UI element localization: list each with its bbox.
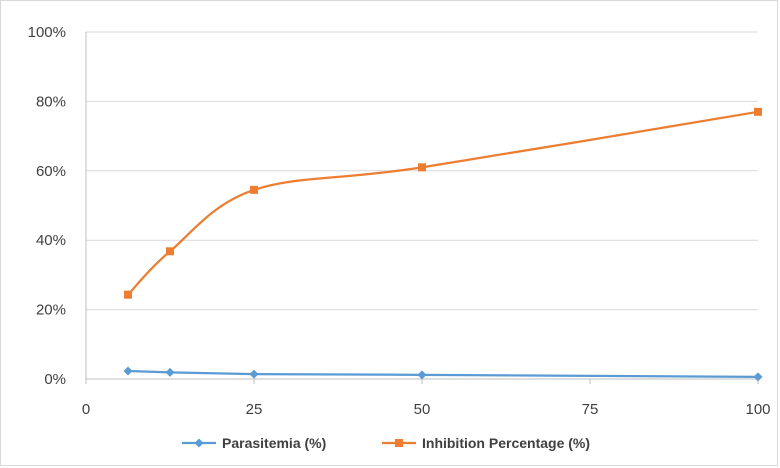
- y-axis-ticks: 0% 20% 40% 60% 80% 100%: [28, 24, 66, 388]
- series-line-parasitemia: [127, 369, 759, 379]
- data-point-inhibition: [166, 247, 174, 256]
- data-point-parasitemia: [417, 370, 427, 380]
- legend: Parasitemia (%) Inhibition Percentage (%): [182, 435, 590, 451]
- legend-label-parasitemia: Parasitemia (%): [222, 435, 326, 451]
- legend-label-inhibition: Inhibition Percentage (%): [422, 435, 590, 451]
- data-point-inhibition: [250, 185, 258, 194]
- x-tick-label: 50: [414, 401, 431, 418]
- legend-marker-inhibition: [395, 439, 403, 447]
- data-point-parasitemia: [753, 372, 763, 382]
- x-tick-label: 25: [246, 401, 263, 418]
- y-tick-label: 100%: [28, 24, 66, 41]
- x-tick-label: 100: [745, 401, 770, 418]
- y-tick-label: 40%: [36, 232, 66, 249]
- series-layer: [123, 107, 763, 382]
- series-line-inhibition: [127, 110, 759, 296]
- axes: [85, 32, 759, 384]
- data-point-inhibition: [124, 290, 132, 299]
- data-point-parasitemia: [165, 367, 175, 377]
- y-tick-label: 20%: [36, 302, 66, 319]
- data-point-parasitemia: [249, 369, 259, 379]
- y-tick-label: 80%: [36, 93, 66, 110]
- data-point-parasitemia: [123, 366, 133, 376]
- data-point-inhibition: [418, 163, 426, 172]
- data-point-inhibition: [754, 107, 762, 116]
- y-tick-label: 0%: [44, 371, 66, 388]
- legend-marker-parasitemia: [194, 438, 204, 448]
- x-tick-label: 0: [82, 401, 90, 418]
- y-tick-label: 60%: [36, 163, 66, 180]
- x-axis-ticks: 0 25 50 75 100: [82, 401, 771, 418]
- x-tick-label: 75: [582, 401, 599, 418]
